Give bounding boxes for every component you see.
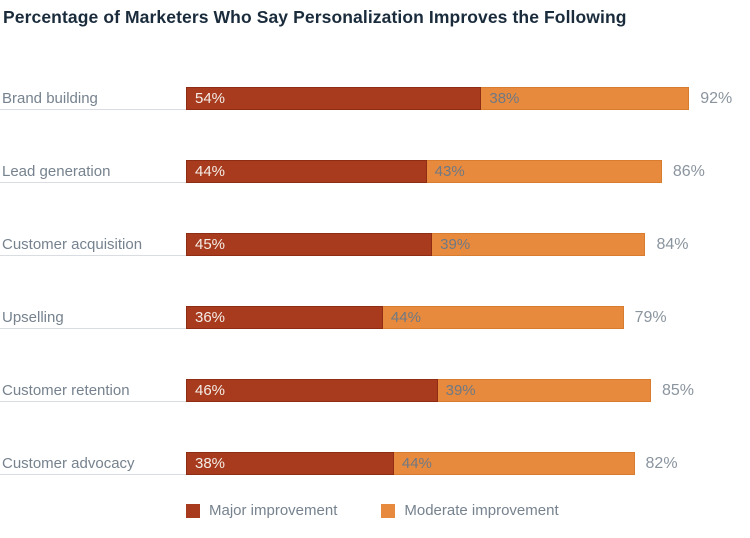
legend-item-moderate: Moderate improvement	[381, 502, 559, 519]
total-label: 86%	[672, 162, 705, 180]
moderate-improvement-segment: 39%	[437, 379, 651, 402]
major-value-label: 45%	[195, 236, 226, 253]
bar-rows: Brand building 54% 38% 92% Lead generati…	[0, 87, 750, 475]
moderate-improvement-segment: 43%	[426, 160, 662, 183]
category-label: Lead generation	[0, 160, 186, 183]
bar-row: Customer retention 46% 39% 85%	[0, 379, 750, 402]
moderate-improvement-segment: 39%	[432, 233, 646, 256]
chart-title: Percentage of Marketers Who Say Personal…	[3, 7, 627, 27]
major-improvement-swatch-icon	[186, 503, 200, 518]
moderate-value-label: 38%	[489, 90, 520, 107]
category-label: Customer acquisition	[0, 233, 186, 256]
category-label-text: Lead generation	[2, 162, 111, 180]
major-improvement-segment: 46%	[186, 379, 438, 402]
legend: Major improvement Moderate improvement	[186, 502, 750, 519]
major-value-label: 36%	[195, 309, 226, 326]
category-label-text: Customer retention	[2, 381, 130, 399]
moderate-value-label: 44%	[401, 455, 432, 472]
moderate-improvement-segment: 38%	[481, 87, 690, 110]
category-label-text: Brand building	[2, 89, 98, 107]
major-improvement-segment: 45%	[186, 233, 433, 256]
category-label: Brand building	[0, 87, 186, 110]
category-label-text: Upselling	[2, 308, 64, 326]
category-label: Customer retention	[0, 379, 186, 402]
major-value-label: 38%	[195, 455, 226, 472]
bar-row: Brand building 54% 38% 92%	[0, 87, 750, 110]
moderate-value-label: 39%	[440, 236, 471, 253]
bar-row: Customer acquisition 45% 39% 84%	[0, 233, 750, 256]
major-value-label: 44%	[195, 163, 226, 180]
stacked-bar: 44% 43% 86%	[186, 160, 750, 183]
total-label: 92%	[700, 89, 733, 107]
major-improvement-segment: 38%	[186, 452, 394, 475]
stacked-bar: 46% 39% 85%	[186, 379, 750, 402]
major-improvement-segment: 44%	[186, 160, 427, 183]
total-label: 84%	[656, 235, 689, 253]
bar-row: Lead generation 44% 43% 86%	[0, 160, 750, 183]
legend-label-moderate: Moderate improvement	[404, 502, 559, 519]
moderate-value-label: 44%	[390, 309, 421, 326]
stacked-bar: 38% 44% 82%	[186, 452, 750, 475]
major-value-label: 46%	[195, 382, 226, 399]
stacked-bar: 45% 39% 84%	[186, 233, 750, 256]
moderate-improvement-segment: 44%	[393, 452, 635, 475]
total-label: 79%	[634, 308, 667, 326]
major-value-label: 54%	[195, 90, 226, 107]
stacked-bar: 36% 44% 79%	[186, 306, 750, 329]
moderate-improvement-segment: 44%	[382, 306, 624, 329]
legend-item-major: Major improvement	[186, 502, 337, 519]
bar-row: Upselling 36% 44% 79%	[0, 306, 750, 329]
category-label-text: Customer advocacy	[2, 454, 135, 472]
legend-label-major: Major improvement	[209, 502, 338, 519]
category-label-text: Customer acquisition	[2, 235, 143, 253]
total-label: 85%	[661, 381, 694, 399]
major-improvement-segment: 54%	[186, 87, 482, 110]
total-label: 82%	[645, 454, 678, 472]
moderate-value-label: 39%	[445, 382, 476, 399]
moderate-value-label: 43%	[434, 163, 465, 180]
major-improvement-segment: 36%	[186, 306, 383, 329]
bar-row: Customer advocacy 38% 44% 82%	[0, 452, 750, 475]
category-label: Customer advocacy	[0, 452, 186, 475]
moderate-improvement-swatch-icon	[381, 503, 396, 518]
category-label: Upselling	[0, 306, 186, 329]
stacked-bar: 54% 38% 92%	[186, 87, 750, 110]
